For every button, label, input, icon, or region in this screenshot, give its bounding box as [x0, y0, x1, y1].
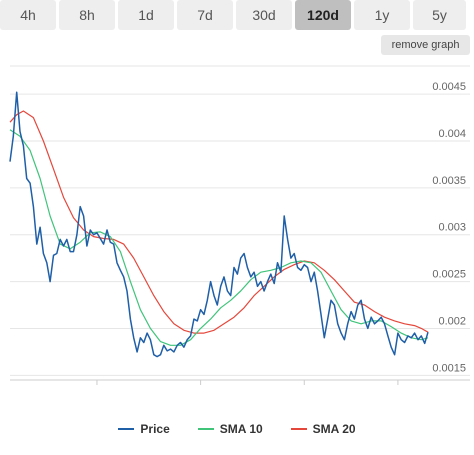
- price-line: [9, 91, 429, 358]
- legend-item-sma20[interactable]: SMA 20: [290, 422, 356, 436]
- tab-4h[interactable]: 4h: [0, 0, 56, 30]
- price-chart: 0.0015 0.002 0.0025 0.003 0.0035 0.004 0.0045 D…: [9, 65, 470, 388]
- x-tick-label: Dec '25: [78, 387, 115, 388]
- x-tick-label: Jan '26: [183, 387, 218, 388]
- tab-8h[interactable]: 8h: [59, 0, 115, 30]
- chart-legend: Price SMA 10 SMA 20: [0, 418, 474, 440]
- x-tick-label: Mar '26: [380, 387, 416, 388]
- x-tick-label: Feb '26: [286, 387, 322, 388]
- y-tick-label: 0.0035: [432, 175, 466, 187]
- legend-label-sma20: SMA 20: [312, 422, 356, 436]
- tab-5y[interactable]: 5y: [413, 0, 466, 30]
- legend-item-price[interactable]: Price: [118, 422, 170, 436]
- y-tick-label: 0.0045: [432, 81, 466, 93]
- tab-120d[interactable]: 120d: [295, 0, 351, 30]
- y-tick-label: 0.0015: [432, 362, 466, 374]
- sma20-line: [9, 110, 429, 334]
- legend-swatch-price: [118, 428, 135, 430]
- sma10-line: [9, 129, 429, 346]
- legend-label-price: Price: [140, 422, 170, 436]
- legend-label-sma10: SMA 10: [219, 422, 263, 436]
- y-tick-label: 0.002: [438, 315, 466, 327]
- tab-30d[interactable]: 30d: [236, 0, 292, 30]
- legend-swatch-sma20: [290, 428, 307, 430]
- y-tick-label: 0.0025: [432, 269, 466, 281]
- tab-7d[interactable]: 7d: [177, 0, 233, 30]
- tab-1y[interactable]: 1y: [354, 0, 410, 30]
- legend-item-sma10[interactable]: SMA 10: [197, 422, 263, 436]
- y-tick-label: 0.004: [438, 128, 466, 140]
- legend-swatch-sma10: [197, 428, 214, 430]
- tab-1d[interactable]: 1d: [118, 0, 174, 30]
- y-tick-label: 0.003: [438, 222, 466, 234]
- timeframe-tabs: 4h 8h 1d 7d 30d 120d 1y 5y: [0, 0, 474, 30]
- remove-graph-button[interactable]: remove graph: [381, 35, 470, 55]
